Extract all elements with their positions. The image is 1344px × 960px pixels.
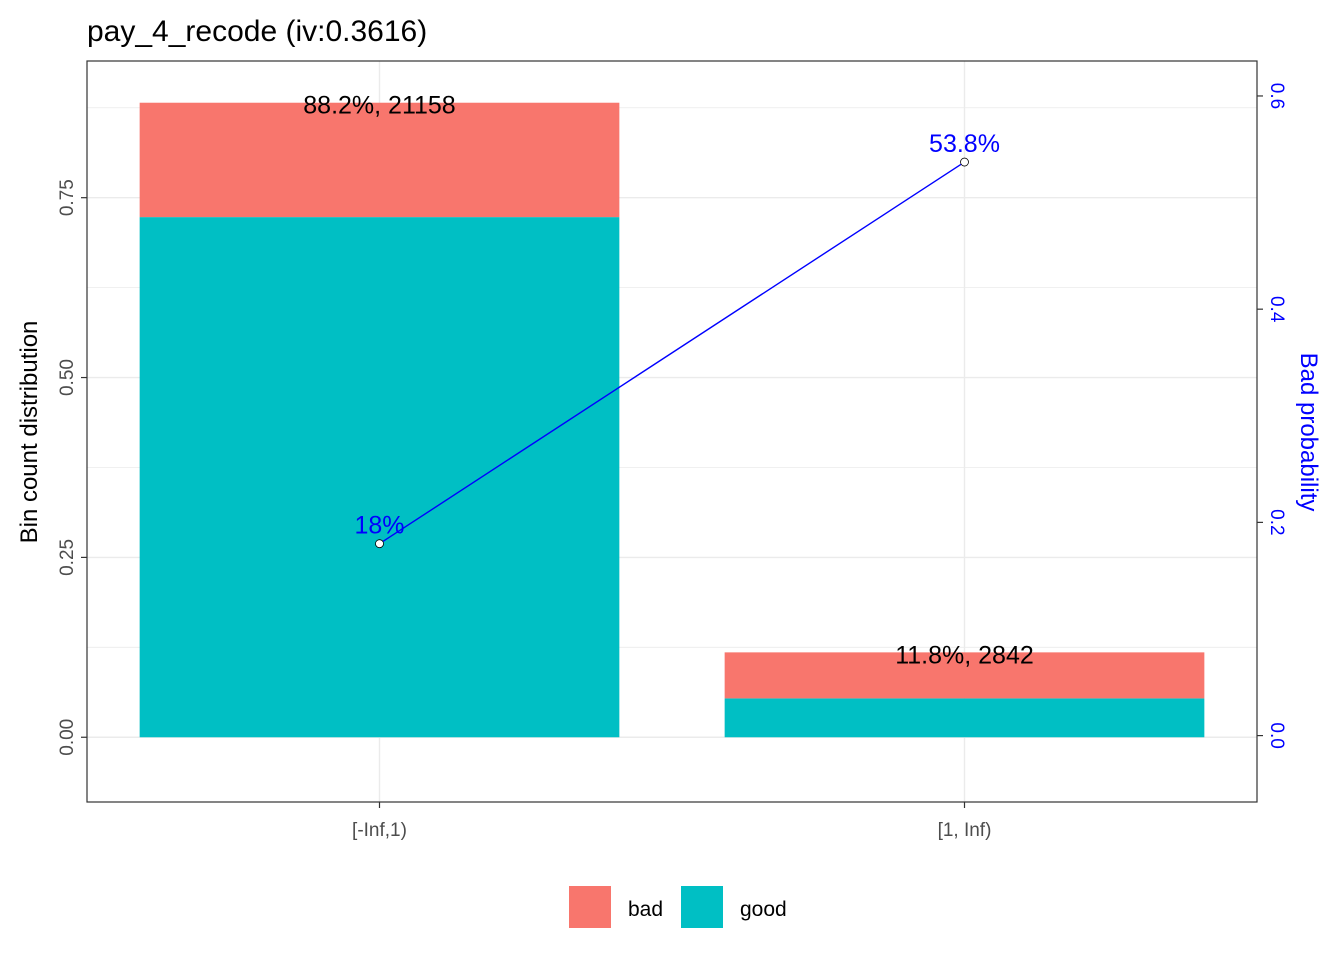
bar-total-label-1: 11.8%, 2842 [895, 641, 1034, 669]
bar-bad-0 [140, 103, 620, 217]
y2-tick-label: 0.0 [1266, 722, 1287, 748]
legend-label-bad: bad [628, 898, 663, 921]
y2-tick-label: 0.6 [1266, 83, 1287, 109]
y-tick-label: 0.75 [57, 179, 78, 216]
x-tick-label: [-Inf,1) [352, 820, 407, 841]
bar-good-0 [140, 217, 620, 737]
bad-probability-point-1 [961, 158, 969, 166]
bar-good-1 [725, 698, 1205, 737]
y-tick-label: 0.25 [57, 539, 78, 576]
y-axis-title: Bin count distribution [16, 321, 43, 544]
secondary-y-axis-title: Bad probability [1295, 353, 1322, 512]
bad-probability-point-0 [376, 540, 384, 548]
bad-probability-label-0: 18% [354, 512, 404, 540]
y-tick-label: 0.50 [57, 359, 78, 396]
y-tick-label: 0.00 [57, 719, 78, 756]
bad-probability-label-1: 53.8% [929, 130, 1000, 158]
legend-key-good [681, 886, 723, 928]
legend-key-bad [569, 886, 611, 928]
bar-total-label-0: 88.2%, 21158 [303, 92, 455, 120]
legend: bad good [569, 886, 787, 928]
y2-tick-label: 0.4 [1266, 296, 1287, 323]
chart-title: pay_4_recode (iv:0.3616) [87, 15, 427, 48]
legend-label-good: good [740, 898, 787, 921]
x-tick-label: [1, Inf) [938, 820, 992, 841]
y2-tick-label: 0.2 [1266, 509, 1287, 535]
